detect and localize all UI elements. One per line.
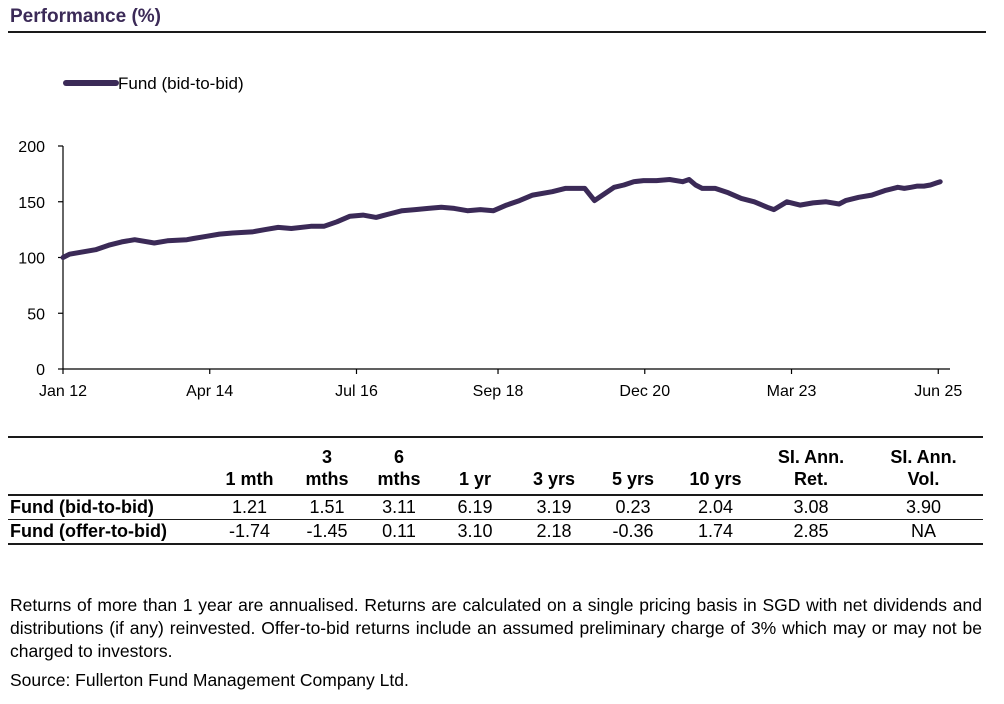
table-cell: 2.04 bbox=[673, 495, 758, 520]
table-cell: 3.10 bbox=[435, 519, 515, 545]
row-label: Fund (bid-to-bid) bbox=[8, 495, 208, 520]
y-tick-label: 150 bbox=[18, 195, 45, 212]
source-note: Source: Fullerton Fund Management Compan… bbox=[10, 670, 409, 690]
col-header-1mth: 1 mth bbox=[208, 437, 291, 496]
col-header-si-ann-vol-b: Vol. bbox=[907, 469, 940, 489]
col-header-si-ann-vol-a: SI. Ann. bbox=[890, 447, 957, 467]
table-row: Fund (bid-to-bid) 1.21 1.51 3.11 6.19 3.… bbox=[8, 495, 983, 520]
col-header-6mths-a: 6 bbox=[393, 447, 404, 467]
table-cell: 3.19 bbox=[515, 495, 593, 520]
col-header-6mths: 6 mths bbox=[363, 437, 435, 496]
col-header-10yrs: 10 yrs bbox=[673, 437, 758, 496]
x-tick-label: Dec 20 bbox=[619, 383, 670, 400]
table-cell: -1.74 bbox=[208, 519, 291, 545]
y-tick-label: 200 bbox=[18, 139, 45, 156]
col-header-1yr: 1 yr bbox=[435, 437, 515, 496]
y-tick-label: 50 bbox=[27, 306, 45, 323]
legend-label: Fund (bid-to-bid) bbox=[118, 74, 244, 93]
table-cell: 1.51 bbox=[291, 495, 363, 520]
col-header-si-ann-ret: SI. Ann. Ret. bbox=[758, 437, 864, 496]
row-label: Fund (offer-to-bid) bbox=[8, 519, 208, 545]
legend: Fund (bid-to-bid) bbox=[63, 74, 244, 93]
table-cell: -1.45 bbox=[291, 519, 363, 545]
x-tick-label: Jan 12 bbox=[39, 383, 87, 400]
col-header-5yrs: 5 yrs bbox=[593, 437, 673, 496]
table-cell: 6.19 bbox=[435, 495, 515, 520]
y-tick-label: 100 bbox=[18, 251, 45, 268]
x-tick-label: Mar 23 bbox=[767, 383, 817, 400]
table-cell: -0.36 bbox=[593, 519, 673, 545]
returns-footnote: Returns of more than 1 year are annualis… bbox=[10, 595, 982, 661]
y-tick-label: 0 bbox=[36, 362, 45, 379]
table-row: Fund (offer-to-bid) -1.74 -1.45 0.11 3.1… bbox=[8, 519, 983, 545]
table-cell: 0.23 bbox=[593, 495, 673, 520]
col-header-3yrs: 3 yrs bbox=[515, 437, 593, 496]
table-cell: 1.74 bbox=[673, 519, 758, 545]
col-header-si-ann-vol: SI. Ann. Vol. bbox=[864, 437, 983, 496]
table-cell: NA bbox=[864, 519, 983, 545]
col-header-si-ann-ret-b: Ret. bbox=[793, 469, 828, 489]
table-cell: 2.18 bbox=[515, 519, 593, 545]
header-label bbox=[8, 437, 208, 496]
col-header-si-ann-ret-a: SI. Ann. bbox=[777, 447, 845, 467]
axes: 0 50 100 150 200 Jan 12 Apr 14 Jul 16 Sep 18 Dec … bbox=[18, 139, 962, 400]
x-tick-label: Sep 18 bbox=[473, 383, 524, 400]
table-cell: 0.11 bbox=[363, 519, 435, 545]
table-cell: 3.11 bbox=[363, 495, 435, 520]
series-line-fund-bid-to-bid bbox=[60, 177, 943, 260]
table-cell: 1.21 bbox=[208, 495, 291, 520]
table-cell: 3.08 bbox=[758, 495, 864, 520]
col-header-3mths: 3 mths bbox=[291, 437, 363, 496]
section-title: Performance (%) bbox=[10, 6, 161, 27]
performance-table: 1 mth 3 mths 6 mths 1 yr 3 yrs 5 yrs 10 … bbox=[8, 436, 983, 545]
table-cell: 2.85 bbox=[758, 519, 864, 545]
x-tick-label: Jun 25 bbox=[914, 383, 962, 400]
series-group bbox=[60, 177, 943, 260]
table-cell: 3.90 bbox=[864, 495, 983, 520]
table-header-row: 1 mth 3 mths 6 mths 1 yr 3 yrs 5 yrs 10 … bbox=[8, 437, 983, 496]
col-header-3mths-b: mths bbox=[305, 469, 349, 489]
col-header-3mths-a: 3 bbox=[321, 447, 332, 467]
performance-chart: Fund (bid-to-bid) 0 50 100 150 200 Jan 12 Apr … bbox=[18, 74, 962, 400]
col-header-6mths-b: mths bbox=[377, 469, 421, 489]
x-tick-label: Apr 14 bbox=[186, 383, 233, 400]
x-tick-label: Jul 16 bbox=[335, 383, 378, 400]
title-rule bbox=[8, 31, 986, 33]
